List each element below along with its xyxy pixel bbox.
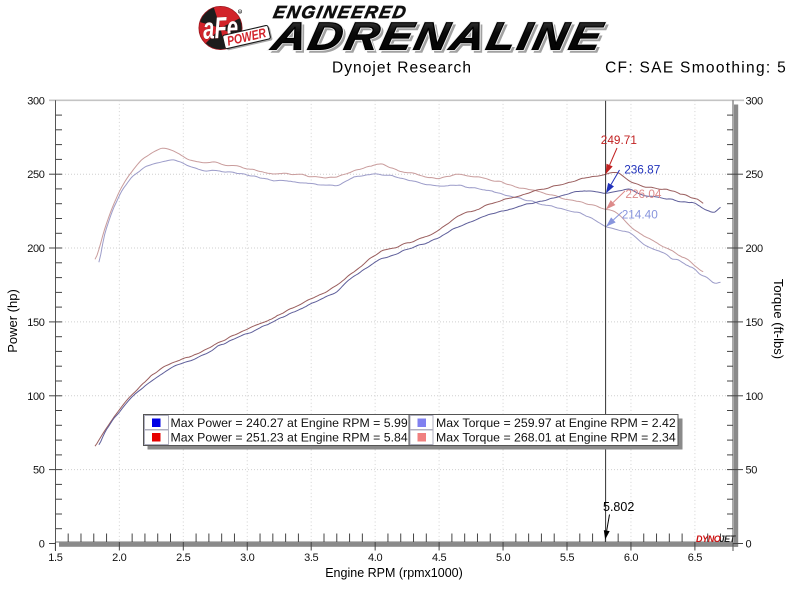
svg-text:1.5: 1.5 — [48, 552, 62, 564]
svg-text:4.5: 4.5 — [432, 552, 446, 564]
svg-text:5.802: 5.802 — [603, 500, 634, 514]
svg-text:2.5: 2.5 — [176, 552, 190, 564]
svg-text:5.5: 5.5 — [560, 552, 574, 564]
svg-text:300: 300 — [27, 95, 45, 107]
svg-text:150: 150 — [27, 317, 45, 329]
svg-text:6.0: 6.0 — [624, 552, 638, 564]
svg-text:214.40: 214.40 — [622, 208, 659, 222]
svg-text:Dynojet Research: Dynojet Research — [332, 60, 472, 77]
svg-text:100: 100 — [27, 391, 45, 403]
svg-text:JET: JET — [720, 534, 737, 544]
svg-text:250: 250 — [27, 169, 45, 181]
svg-text:ENGINEERED: ENGINEERED — [272, 2, 410, 22]
svg-text:Max Power = 251.23 at Engine R: Max Power = 251.23 at Engine RPM = 5.84 — [171, 431, 408, 445]
svg-text:ADRENALINE: ADRENALINE — [268, 15, 609, 58]
svg-text:CF: SAE Smoothing: 5: CF: SAE Smoothing: 5 — [605, 60, 787, 77]
svg-text:DYNO: DYNO — [696, 534, 721, 544]
svg-text:ADRENALINE: ADRENALINE — [268, 15, 609, 58]
svg-text:Max Torque = 259.97 at Engine: Max Torque = 259.97 at Engine RPM = 2.42 — [436, 416, 676, 430]
svg-text:100: 100 — [746, 391, 764, 403]
svg-text:150: 150 — [746, 317, 764, 329]
svg-text:Max Torque = 268.01 at Engine: Max Torque = 268.01 at Engine RPM = 2.34 — [436, 431, 676, 445]
svg-text:3.0: 3.0 — [240, 552, 254, 564]
svg-text:ADRENALINE: ADRENALINE — [270, 18, 611, 61]
svg-text:250: 250 — [746, 169, 764, 181]
svg-text:0: 0 — [39, 539, 45, 551]
svg-text:R: R — [239, 10, 242, 14]
svg-text:50: 50 — [33, 465, 45, 477]
svg-text:2.0: 2.0 — [112, 552, 126, 564]
svg-text:226.04: 226.04 — [625, 187, 662, 201]
svg-text:3.5: 3.5 — [304, 552, 318, 564]
svg-text:5.0: 5.0 — [496, 552, 510, 564]
svg-text:236.87: 236.87 — [624, 163, 660, 177]
svg-text:Engine RPM (rpmx1000): Engine RPM (rpmx1000) — [325, 566, 463, 580]
svg-text:249.71: 249.71 — [601, 133, 637, 147]
svg-text:300: 300 — [746, 95, 764, 107]
svg-text:0: 0 — [746, 539, 752, 551]
svg-text:Max Power = 240.27 at Engine R: Max Power = 240.27 at Engine RPM = 5.99 — [171, 416, 408, 430]
svg-text:200: 200 — [27, 243, 45, 255]
svg-text:4.0: 4.0 — [368, 552, 382, 564]
svg-text:Torque (ft-lbs): Torque (ft-lbs) — [771, 279, 786, 359]
svg-text:Power (hp): Power (hp) — [5, 289, 20, 353]
svg-text:50: 50 — [746, 465, 758, 477]
svg-text:200: 200 — [746, 243, 764, 255]
svg-text:6.5: 6.5 — [688, 552, 702, 564]
